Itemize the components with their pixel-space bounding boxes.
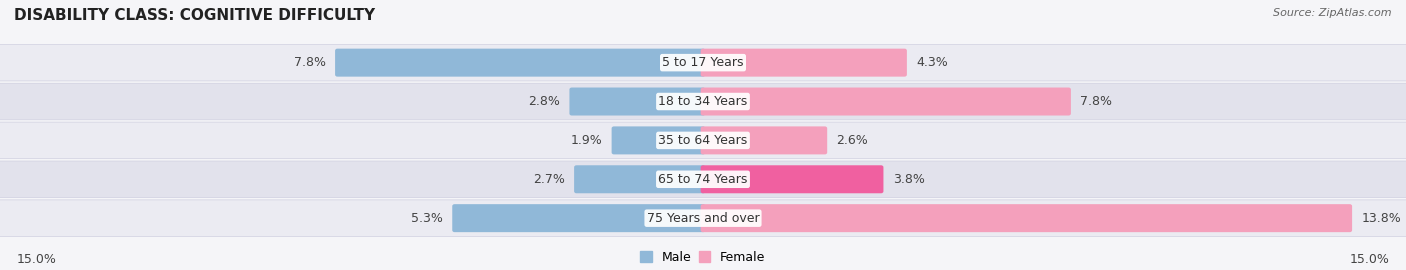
FancyBboxPatch shape [453, 204, 706, 232]
Text: DISABILITY CLASS: COGNITIVE DIFFICULTY: DISABILITY CLASS: COGNITIVE DIFFICULTY [14, 8, 375, 23]
Text: 5 to 17 Years: 5 to 17 Years [662, 56, 744, 69]
Text: 2.6%: 2.6% [837, 134, 869, 147]
FancyBboxPatch shape [0, 122, 1406, 159]
Text: 2.7%: 2.7% [533, 173, 565, 186]
Text: 7.8%: 7.8% [1080, 95, 1112, 108]
Text: 18 to 34 Years: 18 to 34 Years [658, 95, 748, 108]
FancyBboxPatch shape [0, 83, 1406, 120]
FancyBboxPatch shape [335, 49, 706, 77]
FancyBboxPatch shape [569, 87, 706, 116]
FancyBboxPatch shape [700, 87, 1071, 116]
FancyBboxPatch shape [700, 204, 1353, 232]
FancyBboxPatch shape [0, 44, 1406, 81]
FancyBboxPatch shape [0, 161, 1406, 198]
FancyBboxPatch shape [612, 126, 706, 154]
Text: 35 to 64 Years: 35 to 64 Years [658, 134, 748, 147]
FancyBboxPatch shape [0, 200, 1406, 237]
Text: Source: ZipAtlas.com: Source: ZipAtlas.com [1274, 8, 1392, 18]
Legend: Male, Female: Male, Female [641, 251, 765, 264]
Text: 4.3%: 4.3% [917, 56, 948, 69]
FancyBboxPatch shape [700, 49, 907, 77]
Text: 7.8%: 7.8% [294, 56, 326, 69]
Text: 15.0%: 15.0% [1350, 253, 1389, 266]
FancyBboxPatch shape [574, 165, 706, 193]
Text: 5.3%: 5.3% [411, 212, 443, 225]
FancyBboxPatch shape [700, 165, 883, 193]
Text: 75 Years and over: 75 Years and over [647, 212, 759, 225]
Text: 15.0%: 15.0% [17, 253, 56, 266]
Text: 13.8%: 13.8% [1361, 212, 1402, 225]
Text: 65 to 74 Years: 65 to 74 Years [658, 173, 748, 186]
Text: 1.9%: 1.9% [571, 134, 602, 147]
Text: 3.8%: 3.8% [893, 173, 925, 186]
FancyBboxPatch shape [700, 126, 827, 154]
Text: 2.8%: 2.8% [529, 95, 560, 108]
